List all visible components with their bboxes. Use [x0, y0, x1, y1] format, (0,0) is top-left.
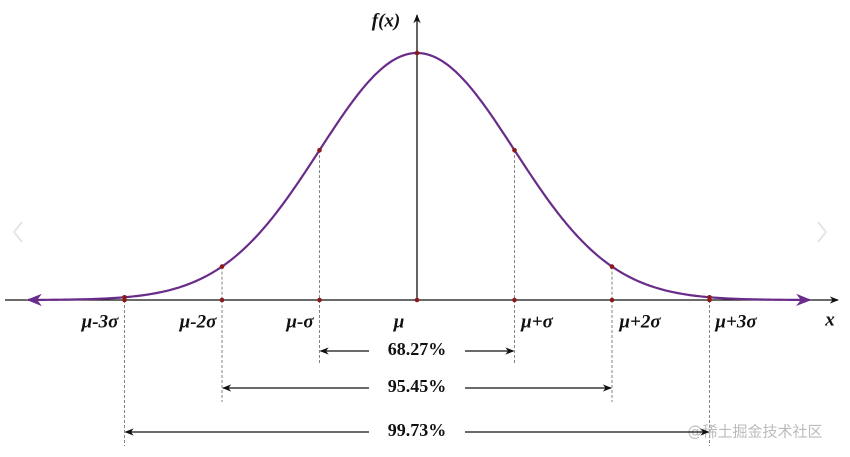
interval-label: 95.45% — [388, 376, 447, 396]
x-axis-label: x — [824, 309, 835, 330]
curve-point — [609, 264, 615, 269]
guides — [124, 150, 710, 446]
watermark: @稀土掘金技术社区 — [687, 423, 822, 441]
axis-point — [219, 297, 225, 303]
bell-curve — [26, 51, 812, 307]
y-axis-label: f(x) — [372, 10, 400, 31]
axis-point — [512, 297, 517, 303]
next-arrow — [817, 221, 828, 243]
axis-point — [317, 297, 322, 303]
point-label: μ-σ — [285, 311, 314, 332]
point-label: μ — [393, 311, 405, 332]
curve-point — [219, 264, 225, 269]
point-label: μ+2σ — [618, 311, 661, 332]
curve-point — [414, 50, 420, 56]
curve-point — [317, 147, 322, 153]
interval-label: 68.27% — [388, 339, 447, 359]
prev-arrow — [12, 221, 23, 243]
point-label: μ+σ — [520, 311, 553, 332]
axis-point — [414, 297, 420, 303]
point-label: μ+3σ — [714, 311, 757, 332]
axis-point — [707, 297, 712, 303]
interval-label: 99.73% — [388, 420, 447, 440]
point-label: μ-2σ — [179, 311, 217, 332]
axis-point — [609, 297, 615, 303]
curve-point — [512, 147, 517, 153]
point-label: μ-3σ — [81, 311, 119, 332]
axis-point — [122, 297, 127, 303]
